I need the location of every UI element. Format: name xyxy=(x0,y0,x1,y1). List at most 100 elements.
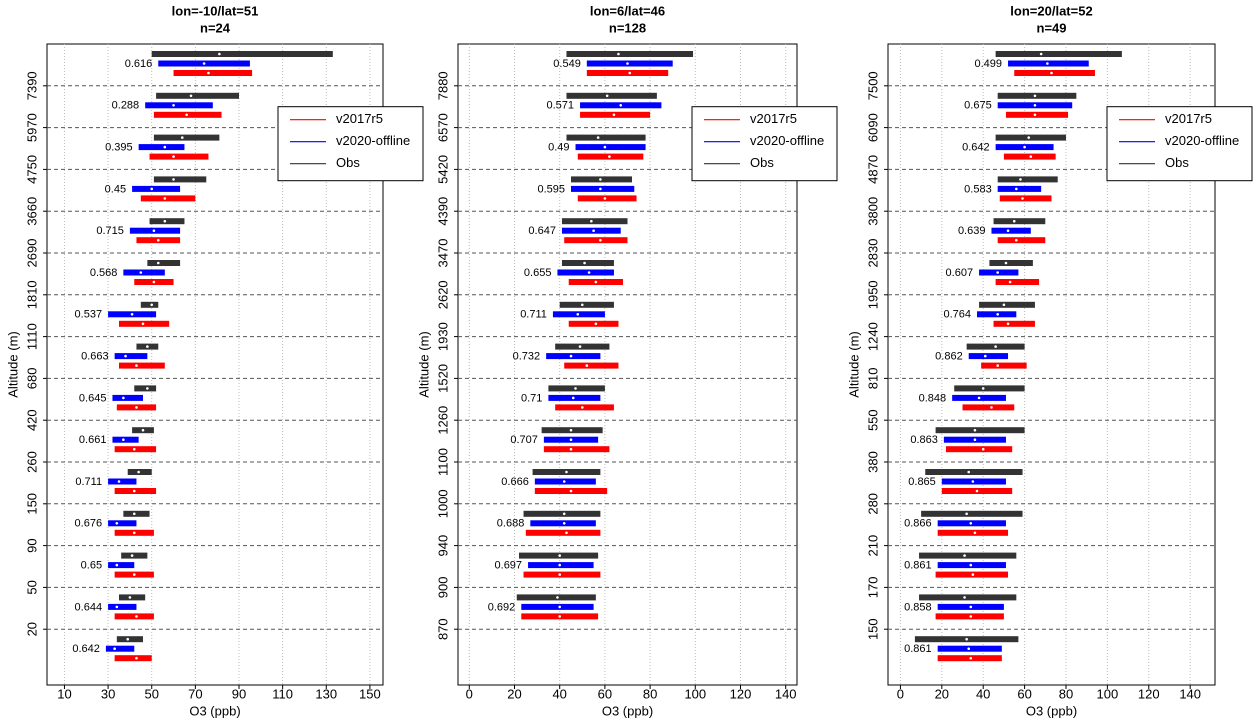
x-tick-label: 60 xyxy=(1017,686,1031,701)
range-bar xyxy=(114,613,154,620)
x-tick-label: 70 xyxy=(188,686,202,701)
panel-subtitle: n=128 xyxy=(609,20,646,35)
y-tick-label: 1000 xyxy=(435,489,450,518)
median-dot xyxy=(983,354,987,358)
y-tick-label: 2620 xyxy=(435,280,450,309)
median-dot xyxy=(141,322,145,326)
y-tick-label: 1950 xyxy=(865,280,880,309)
median-dot xyxy=(1039,52,1043,56)
legend-box xyxy=(1106,106,1253,182)
y-tick-label: 150 xyxy=(24,493,39,515)
range-bar xyxy=(108,562,135,569)
x-tick-label: 80 xyxy=(643,686,657,701)
median-dot xyxy=(569,447,573,451)
median-dot xyxy=(130,554,134,557)
median-dot xyxy=(135,656,138,660)
median-dot xyxy=(128,596,132,599)
range-bar xyxy=(149,153,209,160)
median-dot xyxy=(1050,71,1053,75)
range-bar xyxy=(546,353,601,360)
range-bar xyxy=(123,510,150,517)
y-tick-label: 170 xyxy=(865,577,880,599)
median-dot xyxy=(139,271,143,274)
x-tick-label: 80 xyxy=(1059,686,1073,701)
legend-label: v2020-offline xyxy=(750,133,824,148)
x-tick-label: 110 xyxy=(272,686,293,701)
legend-box xyxy=(691,106,838,182)
median-dot xyxy=(130,313,134,316)
median-dot xyxy=(172,104,175,107)
plot-frame xyxy=(887,43,1216,686)
correlation-label: 0.71 xyxy=(521,392,542,404)
median-dot xyxy=(581,303,584,307)
x-tick-label: 100 xyxy=(1097,686,1119,701)
range-bar xyxy=(962,404,1015,411)
range-bar xyxy=(140,195,196,202)
y-tick-label: 3660 xyxy=(24,197,39,226)
median-dot xyxy=(617,52,620,56)
median-dot xyxy=(141,428,145,432)
median-dot xyxy=(574,387,577,390)
median-dot xyxy=(967,647,971,650)
y-axis-label: Altitude (m) xyxy=(5,331,20,397)
median-dot xyxy=(122,438,125,442)
correlation-label: 0.715 xyxy=(96,225,124,237)
correlation-label: 0.675 xyxy=(964,100,992,112)
median-dot xyxy=(1002,303,1006,307)
y-tick-label: 3800 xyxy=(865,197,880,226)
median-dot xyxy=(562,522,566,525)
range-bar xyxy=(521,603,594,610)
correlation-label: 0.858 xyxy=(904,601,932,613)
legend-box xyxy=(277,106,424,182)
correlation-label: 0.549 xyxy=(553,58,581,70)
correlation-label: 0.666 xyxy=(501,476,529,488)
legend-label: v2020-offline xyxy=(1165,133,1239,148)
range-bar xyxy=(114,353,148,360)
median-dot xyxy=(562,480,566,483)
correlation-label: 0.697 xyxy=(495,560,523,572)
range-bar xyxy=(999,195,1052,202)
median-dot xyxy=(218,52,221,56)
x-axis-label: O3 (ppb) xyxy=(1026,703,1077,718)
median-dot xyxy=(132,573,136,576)
correlation-label: 0.571 xyxy=(547,100,575,112)
legend-label: v2017r5 xyxy=(1165,111,1212,126)
median-dot xyxy=(163,197,167,200)
correlation-label: 0.861 xyxy=(904,643,932,655)
range-bar xyxy=(523,571,601,578)
median-dot xyxy=(996,271,999,274)
median-dot xyxy=(969,605,973,609)
median-dot xyxy=(569,354,573,358)
correlation-label: 0.288 xyxy=(112,100,140,112)
panel-subtitle: n=49 xyxy=(1037,20,1067,35)
median-dot xyxy=(137,470,140,474)
legend-label: v2020-offline xyxy=(336,133,410,148)
median-dot xyxy=(569,489,573,493)
median-dot xyxy=(973,438,977,442)
correlation-label: 0.642 xyxy=(72,643,100,655)
median-dot xyxy=(113,647,116,650)
correlation-label: 0.642 xyxy=(962,142,990,154)
y-tick-label: 420 xyxy=(24,409,39,431)
median-dot xyxy=(115,563,119,567)
correlation-label: 0.583 xyxy=(964,183,992,195)
median-dot xyxy=(207,71,210,75)
median-dot xyxy=(150,303,154,307)
range-bar xyxy=(112,394,143,401)
median-dot xyxy=(594,322,598,326)
range-bar xyxy=(108,603,137,610)
y-tick-label: 20 xyxy=(24,622,39,636)
median-dot xyxy=(132,489,136,493)
correlation-label: 0.861 xyxy=(904,560,932,572)
range-bar xyxy=(140,301,159,308)
median-dot xyxy=(146,387,149,390)
correlation-label: 0.862 xyxy=(935,351,963,363)
median-dot xyxy=(124,354,127,358)
correlation-label: 0.676 xyxy=(75,518,103,530)
y-tick-label: 3470 xyxy=(435,239,450,268)
median-dot xyxy=(172,178,175,181)
y-tick-label: 6090 xyxy=(865,113,880,142)
range-bar xyxy=(995,279,1040,285)
median-dot xyxy=(135,364,138,367)
correlation-label: 0.537 xyxy=(75,309,103,321)
